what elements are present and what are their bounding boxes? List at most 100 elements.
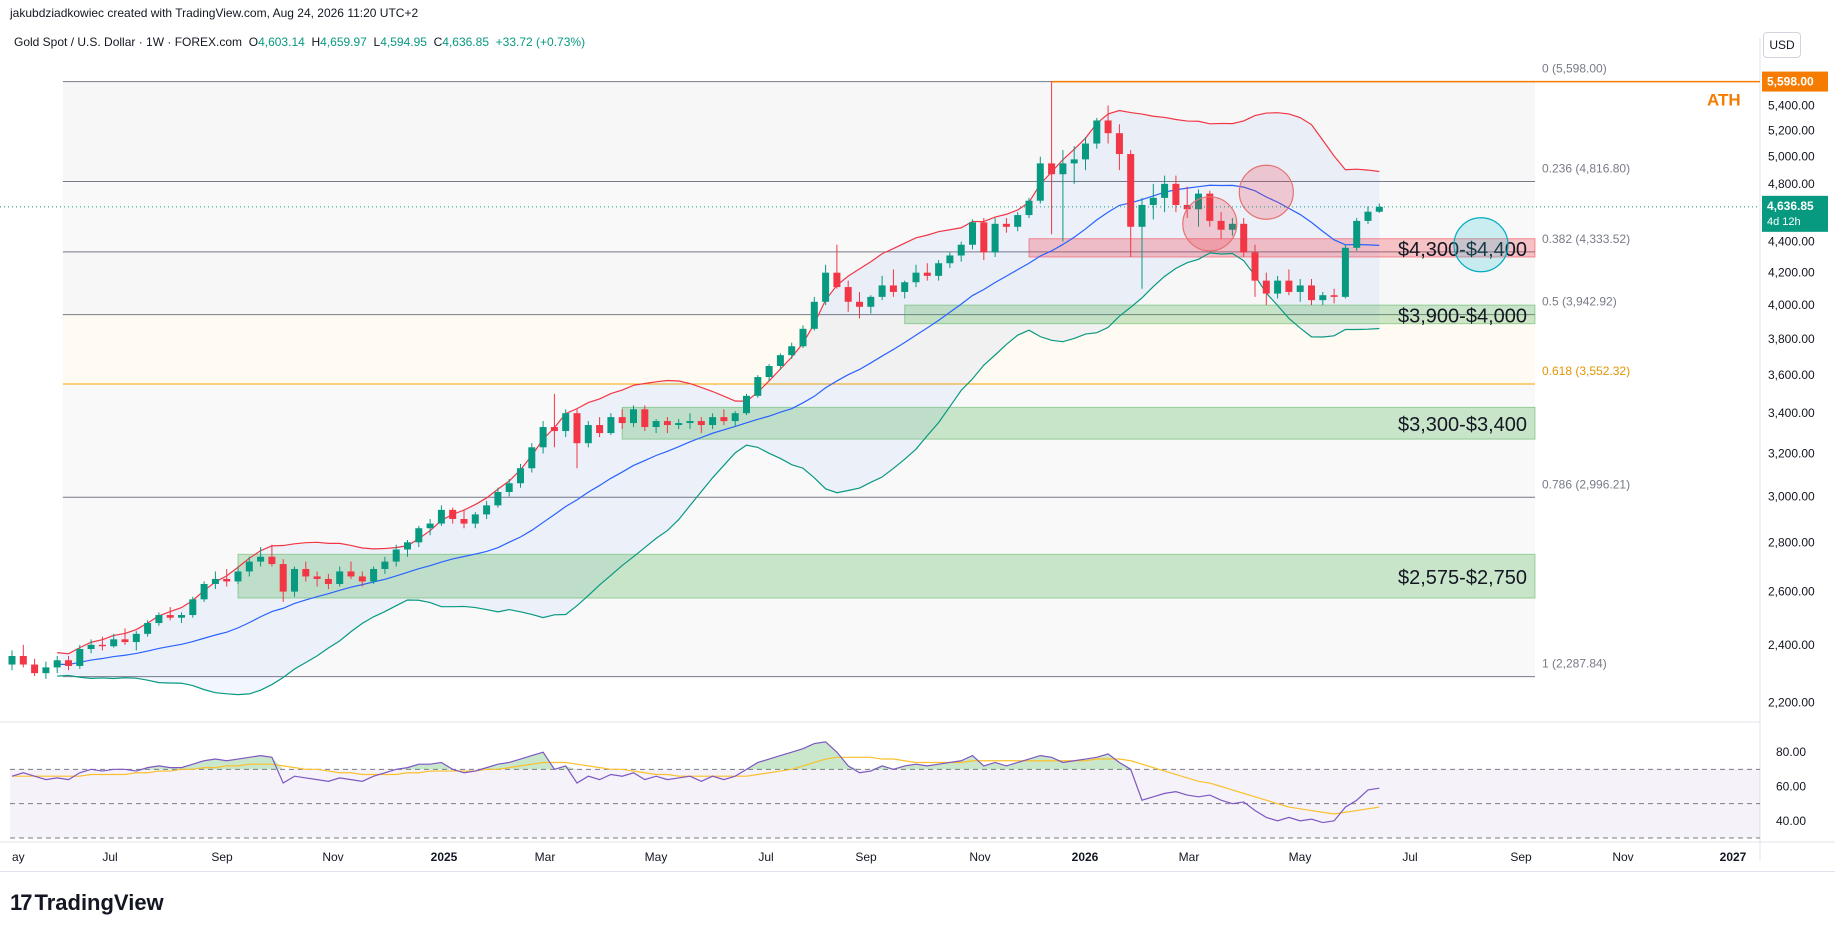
candle-body	[1127, 154, 1135, 227]
rsi-overbought-fill	[1006, 762, 1018, 770]
candle-body	[279, 564, 287, 592]
candle-body	[709, 417, 717, 426]
candle-body	[912, 272, 920, 283]
time-tick-label: Sep	[211, 850, 233, 864]
candle-body	[65, 660, 72, 666]
price-tick-label: 2,600.00	[1768, 585, 1815, 599]
rsi-tick-label: 60.00	[1776, 780, 1806, 794]
rsi-overbought-fill	[972, 755, 984, 770]
footer-divider	[0, 871, 1835, 872]
candle-body	[302, 568, 310, 577]
candle-body	[144, 623, 152, 634]
fib-level-label: 0 (5,598.00)	[1542, 62, 1607, 76]
rsi-overbought-fill	[565, 765, 577, 770]
price-tick-label: 3,200.00	[1768, 447, 1815, 461]
zone-label: $3,300-$3,400	[1398, 414, 1527, 436]
candle-body	[550, 427, 558, 432]
rsi-overbought-fill	[769, 755, 781, 770]
rsi-overbought-fill	[904, 764, 916, 770]
high-label: H	[311, 35, 321, 49]
rsi-line	[11, 741, 1380, 824]
candle-body	[1364, 211, 1372, 221]
price-chart[interactable]: 0 (5,598.00) 0.236 (4,816.80) 0.382 (4,333…	[0, 0, 1835, 871]
candle-body	[980, 222, 988, 253]
candle-body	[562, 413, 570, 432]
candle-body	[166, 615, 174, 618]
candle-body	[449, 509, 457, 519]
price-tick-label: 3,400.00	[1768, 406, 1815, 420]
candle-body	[1319, 295, 1327, 301]
price-tick-label: 5,200.00	[1768, 124, 1815, 138]
rsi-overbought-fill	[1074, 759, 1086, 770]
currency-button[interactable]: USD	[1763, 32, 1801, 58]
candle-body	[833, 272, 841, 288]
candle-body	[1104, 120, 1112, 134]
candle-body	[1002, 223, 1010, 227]
candle-body	[234, 571, 242, 582]
time-tick-label: Mar	[1179, 850, 1200, 864]
candle-body	[743, 395, 750, 414]
candle-body	[1048, 163, 1056, 175]
rsi-overbought-fill	[814, 741, 826, 770]
candle-body	[1183, 204, 1191, 210]
candle-body	[155, 615, 163, 624]
candle-body	[517, 468, 524, 484]
tradingview-logo-icon: 17	[10, 890, 33, 915]
candle-body	[652, 421, 660, 428]
candle-body	[268, 556, 276, 565]
candle-body	[799, 328, 807, 347]
rsi-tick-label: 40.00	[1776, 814, 1806, 828]
bb-lower-line	[57, 252, 1380, 696]
rsi-overbought-fill	[1029, 755, 1041, 770]
time-tick-label: 2027	[1720, 850, 1747, 864]
close-label: C	[433, 35, 443, 49]
rsi-overbought-fill	[192, 760, 205, 770]
candle-body	[1161, 183, 1169, 198]
candle-body	[471, 514, 479, 524]
candle-body	[370, 568, 378, 582]
candle-body	[392, 549, 400, 562]
candle-body	[1036, 163, 1044, 201]
rsi-overbought-fill	[271, 757, 284, 770]
candle-body	[844, 287, 852, 302]
symbol-name[interactable]: Gold Spot / U.S. Dollar · 1W · FOREX.com	[14, 35, 243, 49]
rsi-overbought-fill	[531, 752, 544, 770]
candle-body	[1014, 215, 1022, 227]
candle-body	[1115, 133, 1123, 155]
bb-basis-line	[57, 184, 1380, 666]
time-tick-label: Sep	[855, 850, 877, 864]
rsi-overbought-fill	[260, 755, 272, 770]
candle-body	[1308, 285, 1315, 301]
candle-body	[200, 583, 208, 600]
rsi-overbought-fill	[204, 759, 216, 770]
candle-body	[923, 272, 931, 276]
candle-body	[460, 518, 468, 524]
rsi-overbought-fill	[916, 764, 928, 770]
candle-body	[1296, 285, 1304, 292]
open-label: O	[248, 35, 259, 49]
candle-body	[630, 409, 637, 424]
rsi-overbought-fill	[848, 765, 860, 770]
time-tick-label: 2025	[431, 850, 458, 864]
rsi-overbought-fill	[927, 764, 939, 770]
candle-body	[98, 644, 106, 647]
candle-body	[415, 528, 423, 543]
candle-body	[381, 561, 389, 569]
candle-body	[1353, 220, 1361, 248]
candle-body	[1172, 183, 1180, 205]
candle-body	[505, 483, 513, 493]
price-tick-label: 4,400.00	[1768, 235, 1815, 249]
time-tick-label: May	[645, 850, 668, 864]
ath-price-badge	[1762, 71, 1828, 92]
zone-label: $2,575-$2,750	[1398, 567, 1527, 589]
time-tick-label: Mar	[535, 850, 556, 864]
candle-body	[178, 615, 185, 618]
tradingview-brand[interactable]: 17 TradingView	[10, 890, 164, 916]
credit-text: jakubdziadkowiec created with TradingVie…	[10, 6, 419, 20]
rsi-overbought-fill	[226, 759, 238, 770]
price-tick-label: 4,000.00	[1768, 298, 1815, 312]
fib-level-label: 0.5 (3,942.92)	[1542, 295, 1617, 309]
candle-body	[867, 296, 875, 307]
time-tick-label: Nov	[1612, 850, 1633, 864]
candle-body	[483, 505, 491, 515]
